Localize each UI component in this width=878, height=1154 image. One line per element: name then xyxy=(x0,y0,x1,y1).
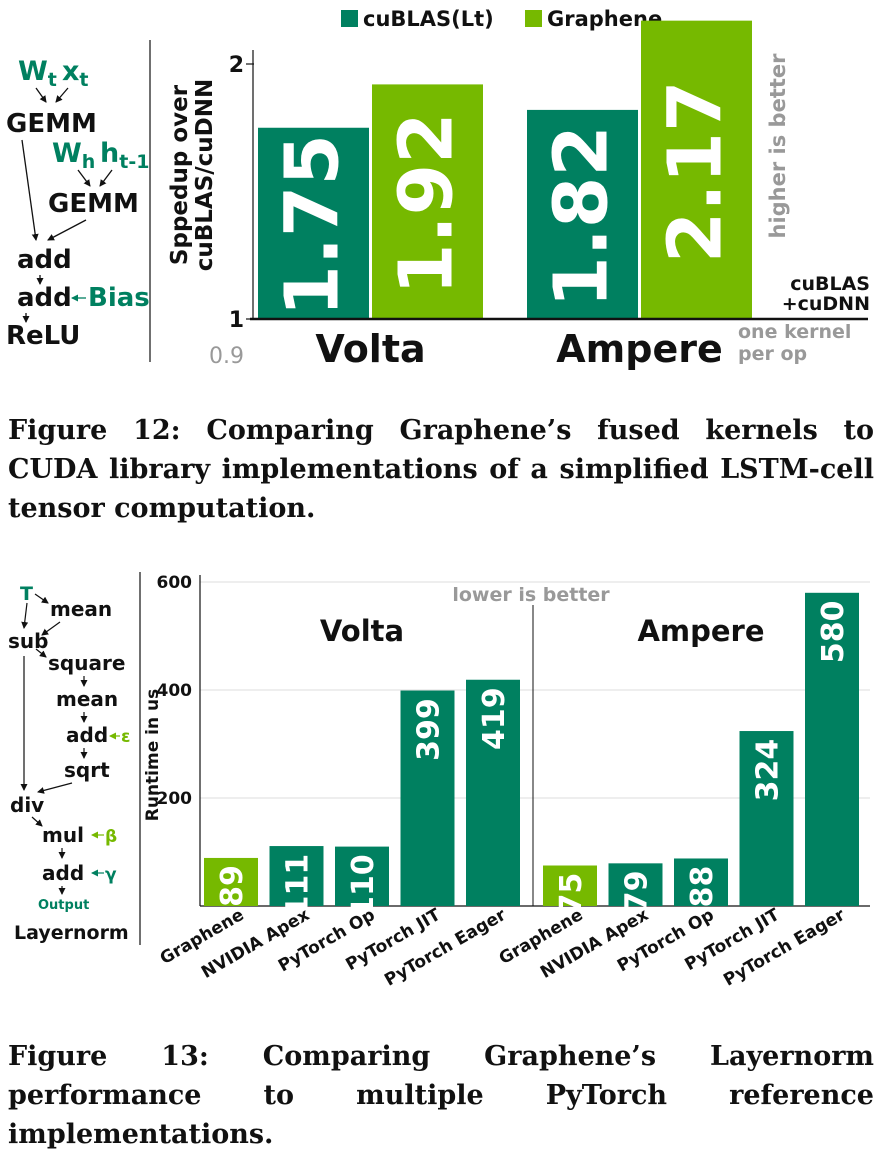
fig12-ylabel: Sppedup over cuBLAS/cuDNN xyxy=(167,79,218,272)
fig12-ytick-label: 2 xyxy=(229,53,244,78)
gemm-node-1: GEMM xyxy=(6,109,97,139)
legend-label-cublas: cuBLAS(Lt) xyxy=(363,7,494,31)
add-node-1: add xyxy=(17,245,72,275)
fig13-bar-label: 75 xyxy=(554,873,589,915)
fig13-group-title-volta: Volta xyxy=(320,614,404,648)
sub-node: sub xyxy=(8,629,48,653)
fig13-bar-label: 419 xyxy=(477,687,512,750)
fig12-category-label-ampere: Ampere xyxy=(556,327,723,371)
fig13-bar-label: 324 xyxy=(751,739,786,802)
fig13-bar-label: 79 xyxy=(620,870,655,912)
fig13-bar-ampere-pytorch-jit xyxy=(739,731,794,906)
fig12-diagram: Wt xt GEMM Wh ht-1 GEMM add add Bias ReL… xyxy=(6,56,150,351)
wh-label: Wh xyxy=(52,138,95,173)
ht-label: ht-1 xyxy=(100,138,149,173)
fig13-bar-label: 580 xyxy=(816,600,851,663)
fig13-bar-ampere-graphene xyxy=(543,865,597,906)
fig13-bar-volta-nvidia-apex xyxy=(269,846,324,906)
legend-swatch-graphene xyxy=(525,10,542,27)
beta-label: β xyxy=(105,827,117,847)
fig13-ytick-label: 600 xyxy=(157,573,193,593)
t-input-label: T xyxy=(20,583,33,605)
fig13-bar-ampere-nvidia-apex xyxy=(608,863,663,906)
add-node-gamma: add xyxy=(42,861,84,885)
figure-13-caption: Figure 13: Comparing Graphene’s Layernor… xyxy=(8,1041,874,1150)
fig13-bar-volta-graphene xyxy=(204,857,258,906)
fig12-ylabel-line2: cuBLAS/cuDNN xyxy=(192,79,218,272)
fig13-bar-label: 399 xyxy=(412,698,447,761)
fig12-bar-label: 1.92 xyxy=(384,112,470,295)
mean-node-1: mean xyxy=(50,597,112,621)
bias-label: Bias xyxy=(88,283,150,313)
baseline-label-line1: cuBLAS xyxy=(790,273,870,295)
fig12-bar-label: 2.17 xyxy=(653,81,739,264)
fig13-bar-ampere-pytorch-op xyxy=(674,858,728,906)
fig12-bar-label: 1.75 xyxy=(270,134,356,317)
fig13-bar-label: 111 xyxy=(281,854,316,917)
fig12-bar-label: 1.82 xyxy=(539,125,625,308)
lower-is-better-hint: lower is better xyxy=(452,584,610,606)
fig12-bar-ampere-cublas xyxy=(527,109,638,320)
mean-node-2: mean xyxy=(56,687,118,711)
fig12-category-label-volta: Volta xyxy=(315,327,425,371)
figure-12-caption: Figure 12: Comparing Graphene’s fused ke… xyxy=(8,415,874,524)
mul-node: mul xyxy=(42,823,84,847)
output-label: Output xyxy=(38,898,89,913)
gemm-node-2: GEMM xyxy=(48,189,139,219)
fig13-bar-label: 110 xyxy=(346,854,381,917)
fig13-category-label: PyTorch Eager xyxy=(720,905,849,991)
one-kernel-hint-line1: one kernel xyxy=(738,321,851,343)
fig13-category-label: PyTorch Eager xyxy=(381,905,510,991)
xt-label: xt xyxy=(62,56,89,91)
epsilon-label: ε xyxy=(121,727,130,747)
fig13-ylabel: Runtime in us xyxy=(143,689,163,821)
fig12-plot: 0.9 1 2 1.75 1.92 Volta 1.82 2.17 Ampere xyxy=(209,20,868,371)
figure-canvas: Wt xt GEMM Wh ht-1 GEMM add add Bias ReL… xyxy=(6,7,870,991)
fig13-group-title-ampere: Ampere xyxy=(637,614,764,648)
one-kernel-hint-line2: per op xyxy=(738,343,807,365)
fig12-bar-ampere-graphene xyxy=(641,20,752,320)
fig12-ytick-label: 1 xyxy=(229,308,244,333)
gamma-label: γ xyxy=(105,865,117,885)
fig12-bar-volta-cublas xyxy=(258,127,369,319)
sqrt-node: sqrt xyxy=(64,758,110,782)
relu-node: ReLU xyxy=(6,321,80,351)
fig12-legend: cuBLAS(Lt) Graphene xyxy=(341,7,662,31)
fig12-bar-volta-graphene xyxy=(372,84,483,320)
div-node: div xyxy=(10,793,44,817)
fig12-ylabel-line1: Sppedup over xyxy=(167,84,193,265)
higher-is-better-hint: higher is better xyxy=(766,53,790,239)
baseline-label-line2: +cuDNN xyxy=(782,293,870,315)
fig13-bar-ampere-pytorch-eager xyxy=(805,592,859,906)
layernorm-title: Layernorm xyxy=(14,922,129,944)
legend-swatch-cublas xyxy=(341,10,358,27)
fig12-annotations: higher is better cuBLAS +cuDNN one kerne… xyxy=(738,53,870,365)
fig13-bar-label: 88 xyxy=(685,866,720,908)
add-node-2: add xyxy=(17,283,72,313)
wt-label: Wt xyxy=(18,56,57,91)
fig13-bar-volta-pytorch-op xyxy=(335,846,389,906)
fig13-bar-volta-pytorch-jit xyxy=(400,690,455,906)
fig13-bar-label: 89 xyxy=(215,865,250,907)
fig12-ytick-label: 0.9 xyxy=(209,344,244,369)
fig13-diagram: T mean sub square mean add ε sqrt div mu… xyxy=(8,583,130,944)
fig13-ytick-label: 200 xyxy=(157,789,193,809)
fig13-ytick-label: 400 xyxy=(157,681,193,701)
fig13-bar-volta-pytorch-eager xyxy=(466,679,520,906)
square-node: square xyxy=(48,651,125,675)
add-node-eps: add xyxy=(66,723,108,747)
